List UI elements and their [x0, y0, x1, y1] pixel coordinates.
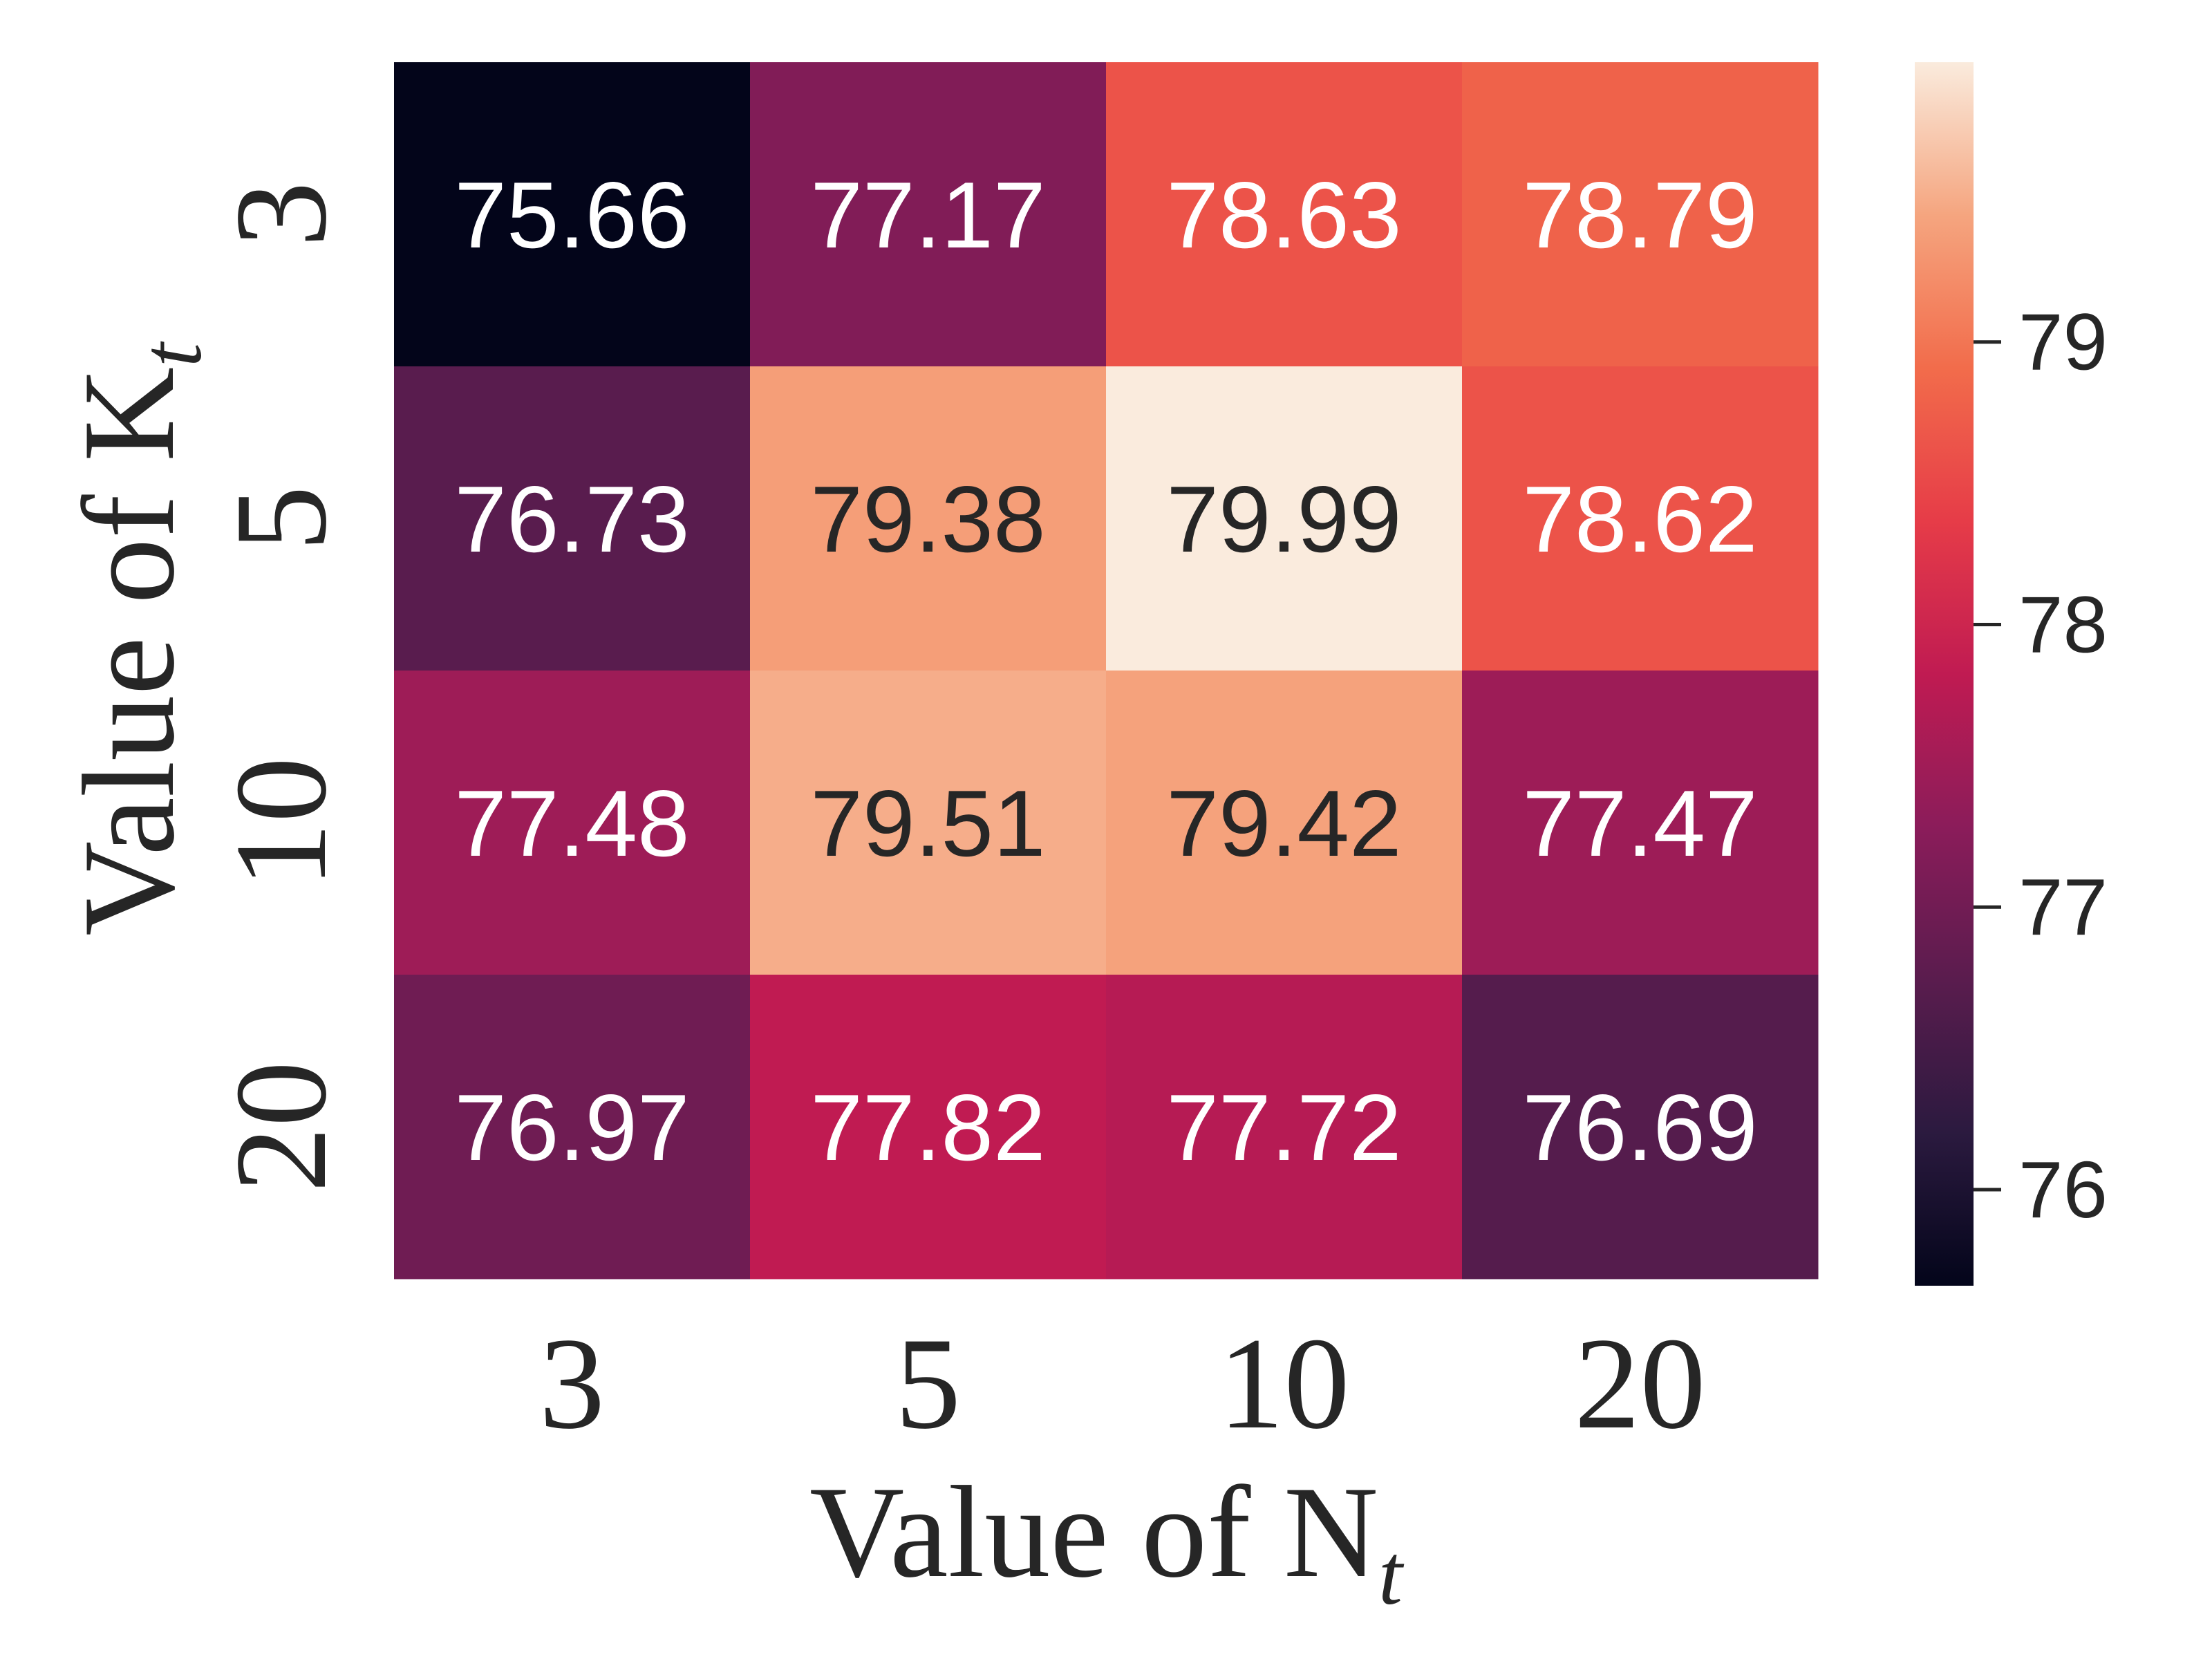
- cell-value-label: 78.63: [1166, 162, 1401, 268]
- y-axis-ticks: 3 5 10 20: [209, 182, 354, 1193]
- cell-value-label: 75.66: [454, 162, 689, 268]
- heatmap-cell: [1462, 62, 1819, 367]
- cell-value-label: 78.62: [1522, 467, 1757, 572]
- heatmap-cell: [1462, 975, 1819, 1280]
- cell-value-label: 76.69: [1522, 1075, 1757, 1180]
- y-axis-label: Value of Kt: [57, 341, 220, 936]
- cell-value-label: 77.48: [454, 771, 689, 876]
- heatmap-cell: [394, 62, 751, 367]
- heatmap-cell: [1106, 975, 1463, 1280]
- colorbar: [1915, 62, 1974, 1286]
- heatmap-cell: [1462, 366, 1819, 671]
- cell-value-label: 79.99: [1166, 467, 1401, 572]
- heatmap-cell: [750, 975, 1107, 1280]
- heatmap-cells: [394, 62, 1819, 1280]
- colorbar-tick-label: 79: [2018, 297, 2108, 387]
- cell-value-label: 77.47: [1522, 771, 1757, 876]
- colorbar-ticks: 76 77 78 79: [1974, 297, 2108, 1235]
- heatmap-cell: [394, 671, 751, 975]
- heatmap-cell-labels: 75.66 77.17 78.63 78.79 76.73 79.38 79.99 78.62…: [454, 162, 1757, 1180]
- cell-value-label: 79.38: [810, 467, 1045, 572]
- y-tick-label: 10: [209, 757, 354, 888]
- cell-value-label: 76.97: [454, 1075, 689, 1180]
- heatmap-cell: [1106, 671, 1463, 975]
- y-tick-label: 5: [209, 486, 354, 552]
- x-tick-label: 3: [539, 1311, 605, 1456]
- heatmap-cell: [750, 62, 1107, 367]
- cell-value-label: 79.42: [1166, 771, 1401, 876]
- heatmap-cell: [394, 366, 751, 671]
- cell-value-label: 77.82: [810, 1075, 1045, 1180]
- colorbar-tick-label: 76: [2018, 1145, 2108, 1235]
- x-tick-label: 5: [895, 1311, 961, 1456]
- cell-value-label: 77.72: [1166, 1075, 1401, 1180]
- cell-value-label: 76.73: [454, 467, 689, 572]
- y-tick-label: 20: [209, 1061, 354, 1192]
- x-axis-label: Value of Nt: [809, 1460, 1405, 1623]
- heatmap-cell: [1106, 366, 1463, 671]
- x-tick-label: 20: [1575, 1311, 1706, 1456]
- x-tick-label: 10: [1219, 1311, 1350, 1456]
- cell-value-label: 78.79: [1522, 162, 1757, 268]
- heatmap-cell: [1106, 62, 1463, 367]
- heatmap-cell: [750, 366, 1107, 671]
- heatmap-cell: [750, 671, 1107, 975]
- y-tick-label: 3: [209, 182, 354, 247]
- x-axis-ticks: 3 5 10 20: [539, 1311, 1706, 1456]
- colorbar-tick-label: 77: [2018, 862, 2108, 952]
- heatmap-cell: [1462, 671, 1819, 975]
- colorbar-tick-label: 78: [2018, 579, 2108, 669]
- heatmap-cell: [394, 975, 751, 1280]
- cell-value-label: 79.51: [810, 771, 1045, 876]
- cell-value-label: 77.17: [810, 162, 1045, 268]
